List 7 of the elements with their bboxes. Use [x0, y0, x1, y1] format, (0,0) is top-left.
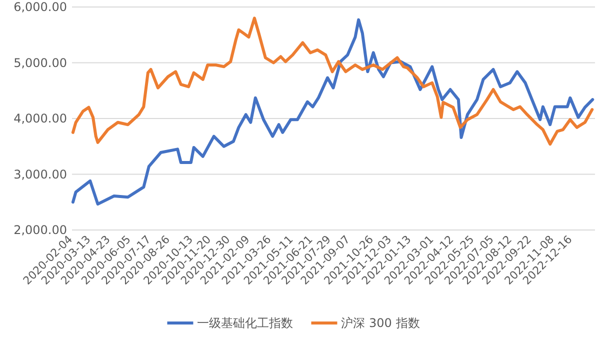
y-tick-label: 5,000.00 [14, 56, 67, 70]
legend-label: 沪深 300 指数 [341, 316, 420, 330]
y-tick-label: 2,000.00 [14, 223, 67, 237]
y-tick-label: 6,000.00 [14, 0, 67, 14]
y-tick-label: 4,000.00 [14, 112, 67, 126]
legend-label: 一级基础化工指数 [197, 316, 294, 330]
y-tick-label: 3,000.00 [14, 167, 67, 182]
